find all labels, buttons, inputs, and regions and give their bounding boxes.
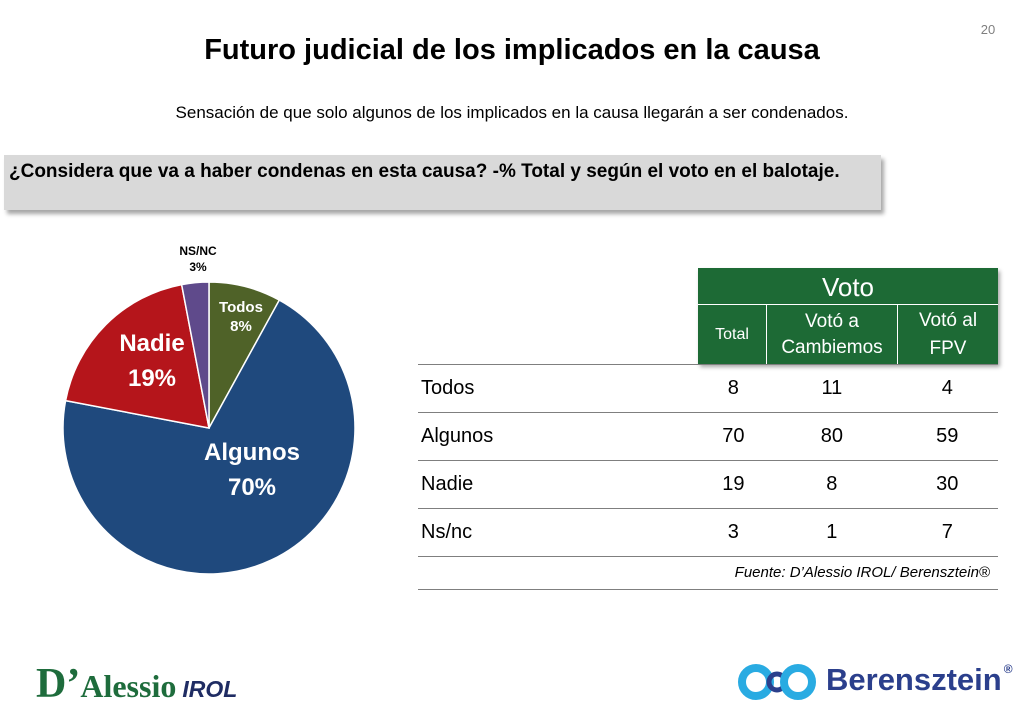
cell-fpv: 7: [941, 521, 953, 543]
dalessio-logo: D’Alessio IROL: [36, 660, 237, 708]
cell-total: 3: [727, 521, 739, 543]
row-label: Algunos: [421, 425, 494, 447]
row-label: Ns/nc: [421, 521, 473, 543]
data-label-nadie: Nadie 19%: [119, 330, 184, 392]
column-header-cambiemos: Votó a Cambiemos: [781, 310, 883, 358]
berensztein-logo-name: Berensztein: [826, 662, 1002, 697]
column-separator: [766, 305, 767, 364]
question-box: ¿Considera que va a haber condenas en es…: [4, 155, 881, 210]
cell-cambiemos: 1: [826, 521, 838, 543]
row-label: Nadie: [421, 473, 474, 495]
data-label-algunos: Algunos 70%: [204, 439, 300, 501]
berensztein-logo: Berensztein ®: [826, 662, 1013, 698]
header-divider: [698, 304, 998, 305]
data-label-nsnc: NS/NC 3%: [179, 244, 217, 274]
page-number: 20: [980, 22, 996, 37]
pie-slice-nadie: [64, 283, 210, 429]
dalessio-logo-name: Alessio: [80, 668, 177, 704]
cell-fpv: 59: [936, 425, 959, 447]
table-header: Voto Total Votó a Cambiemos Votó al FPV: [698, 268, 998, 364]
cell-cambiemos: 8: [826, 473, 838, 495]
data-label-todos: Todos 8%: [219, 299, 263, 335]
cell-cambiemos: 11: [821, 377, 843, 399]
table-row: Algunos 70 80 59: [418, 412, 998, 460]
cell-cambiemos: 80: [820, 425, 843, 447]
column-header-fpv: Votó al FPV: [918, 309, 978, 359]
group-header-voto: Voto: [821, 272, 875, 302]
slide-subtitle: Sensación de que solo algunos de los imp…: [175, 103, 849, 122]
pie-chart: Todos 8% Algunos 70% Nadie 19% NS/NC 3%: [62, 244, 356, 575]
table-row: Nadie 19 8 30: [418, 460, 998, 508]
column-separator: [897, 305, 898, 364]
slide-title: Futuro judicial de los implicados en la …: [204, 34, 820, 66]
cell-total: 8: [727, 377, 739, 399]
dalessio-logo-d: D’: [36, 661, 81, 707]
pie-slice-nsnc: [180, 281, 210, 429]
table-row: Ns/nc 3 1 7: [418, 508, 998, 556]
berensztein-logo-icon: [738, 664, 816, 700]
source-note: Fuente: D’Alessio IROL/ Berensztein®: [418, 556, 998, 590]
cell-fpv: 4: [941, 377, 953, 399]
row-label: Todos: [421, 377, 475, 399]
table-row: Todos 8 11 4: [418, 364, 998, 412]
data-table: Todos 8 11 4 Algunos 70 80 59 Nadie 19 8…: [418, 364, 998, 590]
cell-fpv: 30: [936, 473, 959, 495]
dalessio-logo-irol: IROL: [182, 676, 238, 702]
column-header-total: Total: [715, 325, 749, 343]
cell-total: 19: [722, 473, 745, 495]
registered-mark: ®: [1003, 662, 1013, 676]
pie-slice-algunos: [62, 299, 356, 575]
cell-total: 70: [722, 425, 745, 447]
